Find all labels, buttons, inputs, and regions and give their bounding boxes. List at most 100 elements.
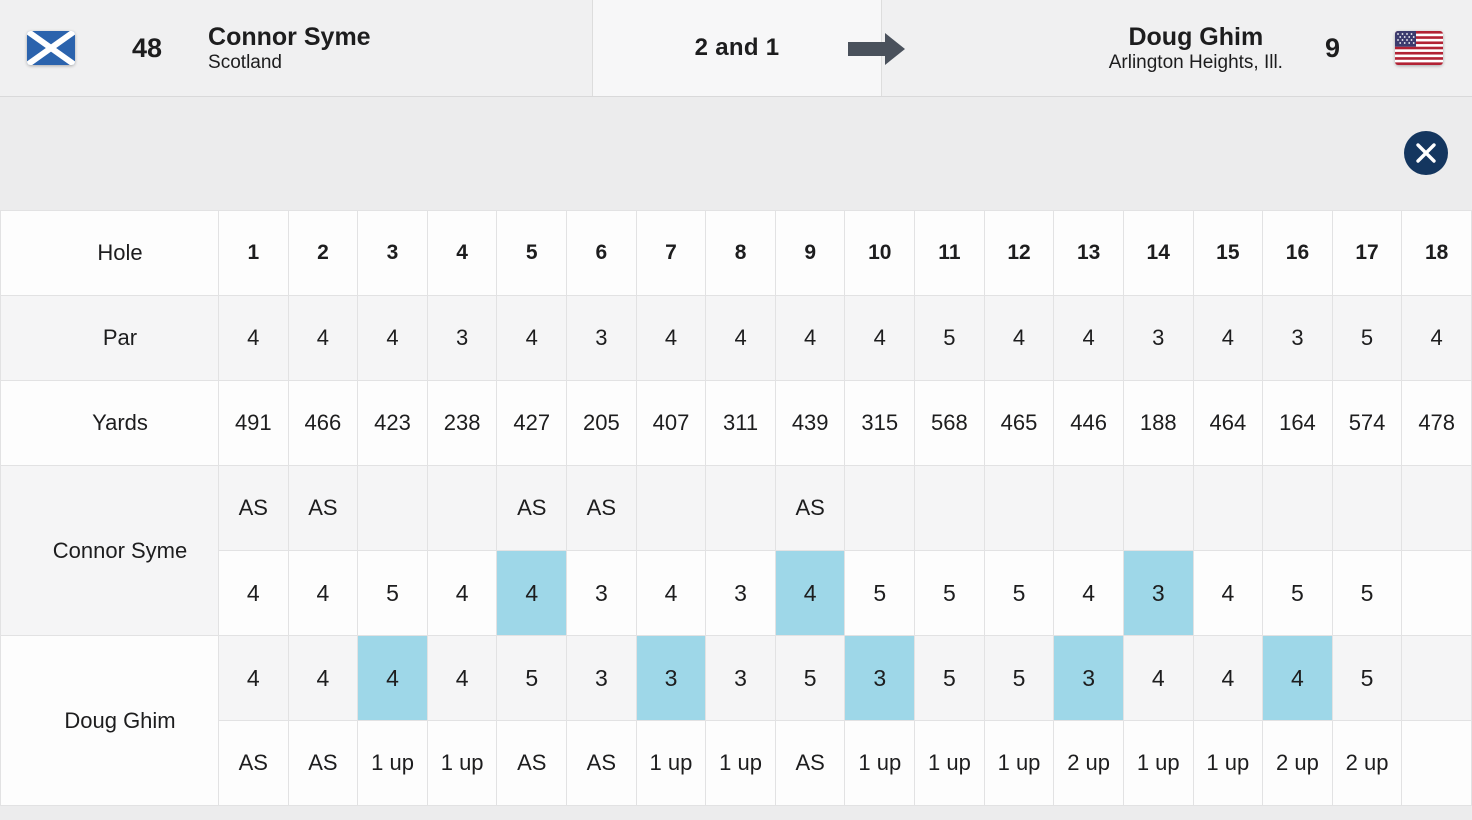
row-label-yards: Yards [0, 380, 219, 466]
par-cell: 4 [983, 295, 1055, 381]
p1-status-cell [1401, 465, 1472, 551]
p1-status-cell [705, 465, 776, 551]
p1-status-cell [1331, 465, 1403, 551]
par-cell: 4 [287, 295, 359, 381]
p2-score-cell: 4 [287, 635, 359, 721]
hole-cell: 3 [357, 210, 428, 296]
player-right-seed: 9 [1324, 32, 1340, 63]
p2-score-cell: 4 [1262, 635, 1333, 721]
p1-status-cell [914, 465, 985, 551]
p2-status-cell: 1 up [635, 720, 707, 806]
yards-cell: 238 [426, 380, 498, 466]
p2-score-cell: 4 [1122, 635, 1194, 721]
p1-score-cell: 4 [287, 550, 359, 636]
hole-cell: 17 [1331, 210, 1403, 296]
yards-cell: 491 [218, 380, 289, 466]
p1-score-cell: 4 [1192, 550, 1264, 636]
row-label-player1: Connor Syme [0, 465, 219, 636]
p2-status-cell: AS [218, 720, 289, 806]
p1-score-cell: 5 [357, 550, 428, 636]
yards-cell: 574 [1331, 380, 1403, 466]
par-cell: 4 [218, 295, 289, 381]
p2-score-cell [1401, 635, 1472, 721]
par-cell: 3 [566, 295, 637, 381]
p2-score-cell: 3 [635, 635, 707, 721]
hole-cell: 6 [566, 210, 637, 296]
p2-score-cell: 5 [774, 635, 846, 721]
player-left-summary: 48 Connor Syme Scotland [0, 0, 592, 96]
close-button[interactable] [1404, 131, 1448, 175]
yards-cell: 464 [1192, 380, 1264, 466]
yards-cell: 315 [844, 380, 916, 466]
p2-score-cell: 4 [357, 635, 428, 721]
p1-score-cell: 3 [566, 550, 637, 636]
player-left-location: Scotland [208, 51, 282, 73]
hole-cell: 12 [983, 210, 1055, 296]
p1-score-cell: 4 [218, 550, 289, 636]
yards-cell: 478 [1401, 380, 1472, 466]
yards-cell: 188 [1122, 380, 1194, 466]
p1-score-cell: 4 [1053, 550, 1124, 636]
player-left-name: Connor Syme [208, 22, 371, 51]
par-cell: 4 [774, 295, 846, 381]
hole-cell: 15 [1192, 210, 1264, 296]
yards-cell: 311 [705, 380, 776, 466]
yards-cell: 466 [287, 380, 359, 466]
hole-cell: 1 [218, 210, 289, 296]
p1-status-cell [844, 465, 916, 551]
match-result-text: 2 and 1 [694, 34, 780, 61]
p2-score-cell: 3 [1053, 635, 1124, 721]
p2-score-cell: 5 [496, 635, 568, 721]
par-cell: 4 [844, 295, 916, 381]
p1-status-cell: AS [774, 465, 846, 551]
hole-cell: 14 [1122, 210, 1194, 296]
p2-score-cell: 4 [218, 635, 289, 721]
p1-score-cell: 4 [635, 550, 707, 636]
p1-status-cell: AS [566, 465, 637, 551]
player-right-summary: Doug Ghim Arlington Heights, Ill. 9 [882, 0, 1472, 96]
hole-cell: 2 [287, 210, 359, 296]
par-cell: 4 [357, 295, 428, 381]
p2-status-cell: 1 up [705, 720, 776, 806]
p2-score-cell: 4 [1192, 635, 1264, 721]
yards-cell: 164 [1262, 380, 1333, 466]
par-cell: 4 [635, 295, 707, 381]
p1-score-cell: 3 [1122, 550, 1194, 636]
p2-score-cell: 5 [1331, 635, 1403, 721]
yards-cell: 423 [357, 380, 428, 466]
scorecard-row-p2-status: AS AS 1 up 1 up AS AS 1 up 1 up AS 1 up 1 up 1 up 2 … [1, 720, 1472, 806]
p2-score-cell: 5 [914, 635, 985, 721]
p2-score-cell: 3 [705, 635, 776, 721]
p2-status-cell: AS [566, 720, 637, 806]
p2-score-cell: 3 [844, 635, 916, 721]
par-cell: 4 [1192, 295, 1264, 381]
p1-score-cell: 4 [774, 550, 846, 636]
p1-status-cell: AS [287, 465, 359, 551]
p2-status-cell: 1 up [844, 720, 916, 806]
p1-status-cell [426, 465, 498, 551]
par-cell: 4 [1401, 295, 1472, 381]
toolbar-band [0, 97, 1472, 210]
par-cell: 4 [1053, 295, 1124, 381]
p1-status-cell [1122, 465, 1194, 551]
p2-status-cell: 1 up [983, 720, 1055, 806]
match-result-section: 2 and 1 [592, 0, 882, 96]
p2-status-cell: AS [774, 720, 846, 806]
p1-status-cell [1053, 465, 1124, 551]
p2-status-cell: 1 up [1192, 720, 1264, 806]
hole-cell: 9 [774, 210, 846, 296]
yards-cell: 568 [914, 380, 985, 466]
par-cell: 4 [705, 295, 776, 381]
player-left-seed: 48 [132, 32, 163, 63]
close-icon [1416, 143, 1436, 163]
p1-status-cell: AS [496, 465, 568, 551]
p1-score-cell: 5 [983, 550, 1055, 636]
row-label-player2: Doug Ghim [0, 635, 219, 806]
p1-status-cell: AS [218, 465, 289, 551]
usa-flag-icon [1395, 31, 1443, 65]
par-cell: 4 [496, 295, 568, 381]
scorecard-row-hole: Hole 1 2 3 4 5 6 7 8 9 10 11 12 13 14 15 16 17 18 [0, 210, 1472, 296]
p2-status-cell: 2 up [1331, 720, 1403, 806]
p2-status-cell: 1 up [426, 720, 498, 806]
hole-cell: 11 [914, 210, 985, 296]
